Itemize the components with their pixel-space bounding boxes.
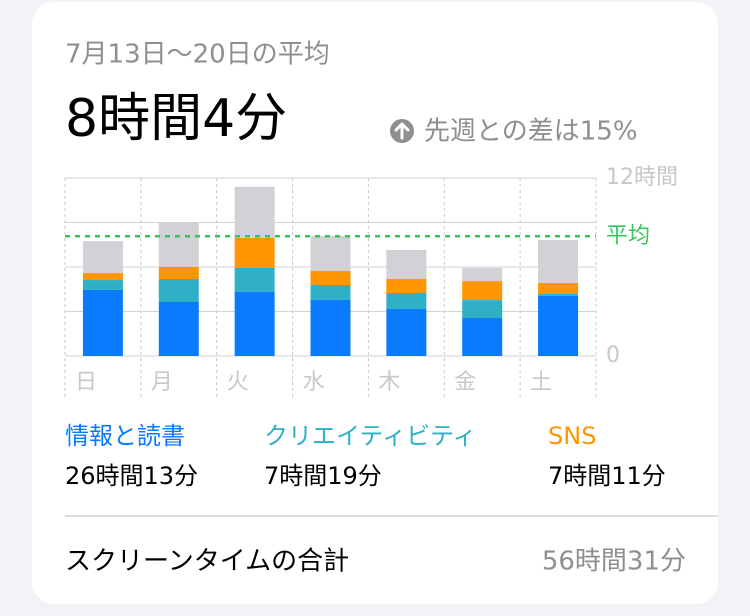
bar-segment (82, 289, 123, 356)
x-tick-label: 木 (378, 370, 400, 395)
bar-segment (310, 299, 351, 356)
bar-segment (234, 237, 275, 268)
x-tick-label: 火 (227, 370, 249, 395)
bar-segment (158, 222, 199, 267)
total-label: スクリーンタイムの合計 (65, 547, 349, 577)
legend-total: 7時間19分 (264, 462, 382, 490)
arrow (394, 122, 410, 140)
bar-segment (386, 249, 427, 280)
bar-segment (158, 302, 199, 356)
total-value: 56時間31分 (542, 547, 686, 577)
bar-segment (234, 291, 275, 356)
legend-total: 26時間13分 (65, 462, 198, 490)
bar-segment (82, 241, 123, 274)
legend-name: SNS (548, 422, 596, 450)
bar-segment (462, 300, 503, 319)
y-tick-label: 0 (606, 343, 620, 368)
bar-segment (386, 279, 427, 293)
bar-segment (462, 268, 503, 282)
average-time: 8時間4分 (65, 89, 287, 149)
bar-segment (386, 292, 427, 309)
x-tick-label: 金 (454, 370, 476, 395)
bar-segment (310, 235, 351, 272)
bar-segment (538, 293, 579, 296)
bar-segment (462, 318, 503, 356)
bar-segment (538, 295, 579, 356)
bar-segment (310, 284, 351, 300)
legend-total: 7時間11分 (548, 462, 666, 490)
x-tick-label: 土 (530, 370, 552, 395)
change: 先週との差は15% (424, 117, 638, 147)
period: 7月13日〜20日の平均 (65, 40, 330, 70)
bar-segment (82, 273, 123, 281)
bar-segment (462, 281, 503, 301)
bar-segment (386, 308, 427, 356)
bar-segment (82, 280, 123, 290)
bar-segment (310, 271, 351, 285)
legend-name: 情報と読書 (65, 422, 185, 450)
bar-segment (538, 240, 579, 284)
average-label: 平均 (606, 223, 650, 248)
y-tick-label: 12時間 (606, 165, 678, 190)
bar-segment (158, 279, 199, 303)
bar-segment (234, 267, 275, 292)
x-tick-label: 月 (151, 370, 173, 395)
card (32, 2, 718, 604)
bar-segment (234, 186, 275, 238)
x-tick-label: 水 (303, 370, 325, 395)
x-tick-label: 日 (75, 370, 97, 395)
bar-segment (538, 283, 579, 294)
bar-segment (158, 267, 199, 280)
legend-name: クリエイティビティ (264, 422, 477, 450)
